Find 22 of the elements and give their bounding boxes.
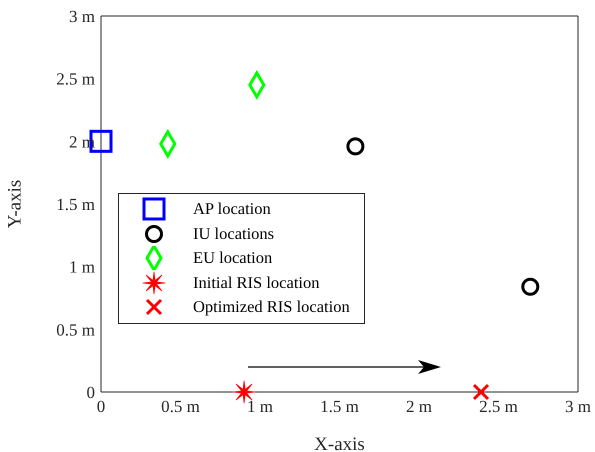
x-tick-label: 0.5 m — [161, 397, 200, 416]
y-tick-label: 3 m — [69, 7, 95, 26]
y-axis-title: Y-axis — [4, 180, 26, 228]
point — [472, 384, 490, 400]
x-tick-label: 2.5 m — [479, 397, 518, 416]
x-tick-label: 1 m — [247, 397, 273, 416]
legend-label: Initial RIS location — [193, 272, 320, 294]
legend-label: IU locations — [193, 222, 274, 244]
legend-label: EU location — [193, 247, 272, 269]
legend-label: Optimized RIS location — [193, 296, 350, 318]
y-tick-label: 1.5 m — [56, 195, 95, 214]
x-tick-label: 2 m — [406, 397, 432, 416]
legend-label: AP location — [193, 198, 271, 220]
point — [346, 137, 364, 156]
point — [521, 278, 540, 296]
x-axis-title: X-axis — [314, 434, 365, 452]
x-tick-label: 1.5 m — [320, 397, 359, 416]
y-tick-label: 0.5 m — [56, 320, 95, 340]
y-tick-label: 1 m — [69, 258, 95, 277]
x-tick-label: 3 m — [565, 397, 591, 416]
y-tick-label: 2.5 m — [56, 70, 95, 89]
y-tick-label: 0 — [86, 383, 95, 402]
